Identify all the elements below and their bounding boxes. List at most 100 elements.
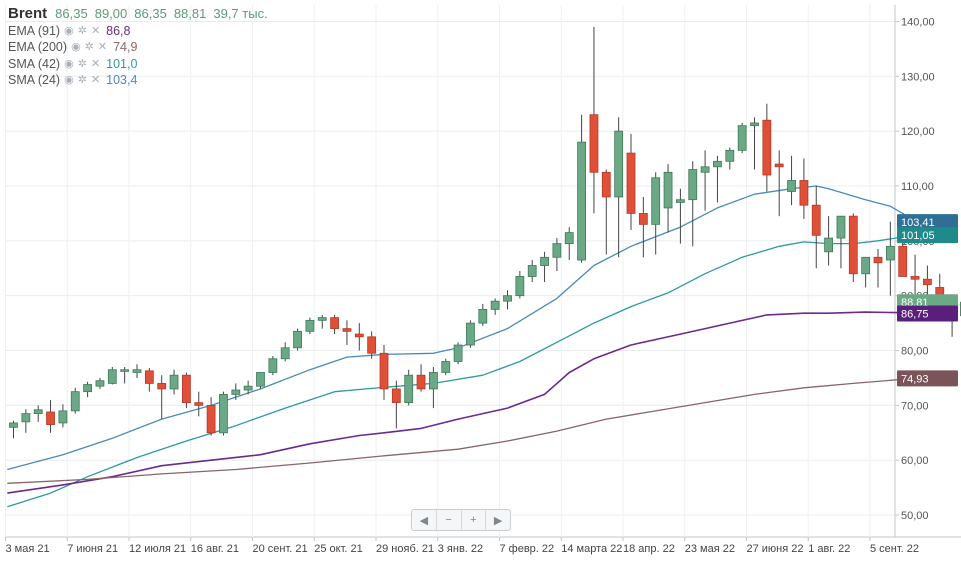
candle-body bbox=[317, 317, 327, 321]
candle bbox=[181, 372, 191, 409]
candle bbox=[589, 26, 599, 214]
candle bbox=[107, 366, 117, 385]
eye-icon[interactable]: ◉ bbox=[64, 24, 74, 37]
candle-body bbox=[342, 328, 352, 332]
gear-icon[interactable]: ✲ bbox=[77, 74, 87, 86]
candle-body bbox=[46, 411, 55, 425]
candle bbox=[836, 215, 846, 269]
scroll-right-button[interactable]: ▶ bbox=[493, 514, 503, 527]
candle bbox=[21, 409, 31, 433]
ma-line bbox=[7, 311, 916, 494]
candle-body bbox=[540, 256, 549, 266]
candle-body bbox=[503, 295, 512, 302]
indicator-label: EMA (91) bbox=[8, 23, 61, 38]
candle bbox=[811, 185, 821, 269]
instrument-name: Brent bbox=[8, 5, 48, 22]
candle bbox=[83, 381, 92, 398]
candle bbox=[824, 216, 833, 266]
gear-icon[interactable]: ✲ bbox=[77, 57, 87, 70]
candle bbox=[58, 404, 68, 428]
candle-body bbox=[589, 114, 599, 173]
candle-body bbox=[713, 160, 722, 168]
candle-body bbox=[391, 388, 401, 404]
price-badge-bg bbox=[897, 214, 958, 231]
candle-body bbox=[120, 369, 130, 372]
candle-body bbox=[231, 389, 241, 395]
candle-body bbox=[354, 333, 364, 338]
ma-line bbox=[7, 185, 916, 471]
candle-body bbox=[268, 358, 278, 373]
candle bbox=[120, 366, 130, 384]
price-badge-label: 101,05 bbox=[901, 230, 935, 242]
zoom-out-button[interactable]: − bbox=[437, 510, 462, 530]
candle bbox=[848, 213, 858, 282]
candle bbox=[46, 399, 55, 433]
candle-body bbox=[379, 352, 389, 390]
x-tick-label: 5 сент. 22 bbox=[870, 543, 919, 555]
candle-body bbox=[219, 394, 228, 434]
gear-icon[interactable]: ✲ bbox=[77, 24, 87, 37]
candle bbox=[663, 164, 673, 233]
y-tick-label: 120,00 bbox=[901, 126, 935, 138]
scroll-left-button[interactable]: ◀ bbox=[412, 510, 437, 530]
close-icon[interactable]: ✕ bbox=[90, 24, 101, 37]
candle bbox=[231, 383, 241, 400]
close-icon[interactable]: ✕ bbox=[90, 74, 101, 86]
x-tick-label: 29 нояб. 21 bbox=[376, 543, 434, 555]
candle-body bbox=[9, 422, 18, 428]
gear-icon[interactable]: ✲ bbox=[84, 41, 94, 53]
price-badge-label: 74,93 bbox=[901, 373, 929, 385]
candle-body bbox=[910, 276, 920, 280]
candle-body bbox=[107, 369, 117, 384]
price-badge-bg bbox=[897, 305, 958, 322]
y-tick-label: 110,00 bbox=[901, 181, 934, 193]
candle bbox=[441, 358, 451, 376]
y-tick-label: 80,00 bbox=[901, 346, 929, 358]
close-icon[interactable]: ✕ bbox=[90, 57, 101, 70]
indicator-row-ema200: EMA (200) ◉ ✲ ✕ 74,9 bbox=[8, 39, 275, 56]
eye-icon[interactable]: ◉ bbox=[64, 74, 74, 86]
eye-icon[interactable]: ◉ bbox=[64, 57, 74, 70]
candle bbox=[688, 161, 698, 247]
candle bbox=[540, 251, 549, 282]
candle-body bbox=[194, 402, 204, 406]
indicator-value: 74,9 bbox=[113, 40, 138, 54]
candle-body bbox=[144, 370, 154, 384]
x-tick-label: 7 февр. 22 bbox=[500, 543, 555, 555]
candle-body bbox=[638, 213, 648, 225]
candle bbox=[9, 420, 18, 439]
candle-body bbox=[923, 278, 932, 286]
candle-body bbox=[676, 199, 685, 203]
candle-body bbox=[527, 265, 537, 277]
ma-line bbox=[7, 377, 916, 484]
candle bbox=[379, 345, 389, 400]
zoom-in-button[interactable]: + bbox=[462, 510, 487, 530]
candle bbox=[552, 238, 562, 271]
candle bbox=[354, 323, 364, 351]
candle bbox=[404, 369, 414, 406]
candle-body bbox=[774, 163, 784, 168]
eye-icon[interactable]: ◉ bbox=[71, 41, 81, 53]
candle-body bbox=[83, 384, 92, 393]
candle bbox=[601, 169, 611, 255]
x-tick-label: 3 янв. 22 bbox=[438, 543, 483, 555]
x-tick-label: 3 мая 21 bbox=[6, 543, 50, 555]
candle bbox=[219, 391, 228, 436]
candle bbox=[144, 368, 154, 392]
candle-body bbox=[33, 409, 43, 414]
candle bbox=[527, 260, 537, 282]
y-tick-label: 60,00 bbox=[901, 455, 929, 467]
candle-body bbox=[861, 256, 871, 275]
price-badge-bg bbox=[897, 370, 958, 387]
price-badge: 101,05 bbox=[897, 227, 958, 244]
indicator-label: EMA (200) bbox=[8, 40, 68, 54]
close-icon[interactable]: ✕ bbox=[97, 41, 108, 53]
candle bbox=[132, 364, 142, 378]
y-tick-label: 140,00 bbox=[901, 16, 935, 28]
candle bbox=[564, 227, 574, 261]
candle-body bbox=[157, 383, 167, 390]
candle bbox=[194, 391, 204, 417]
candle bbox=[453, 342, 463, 365]
